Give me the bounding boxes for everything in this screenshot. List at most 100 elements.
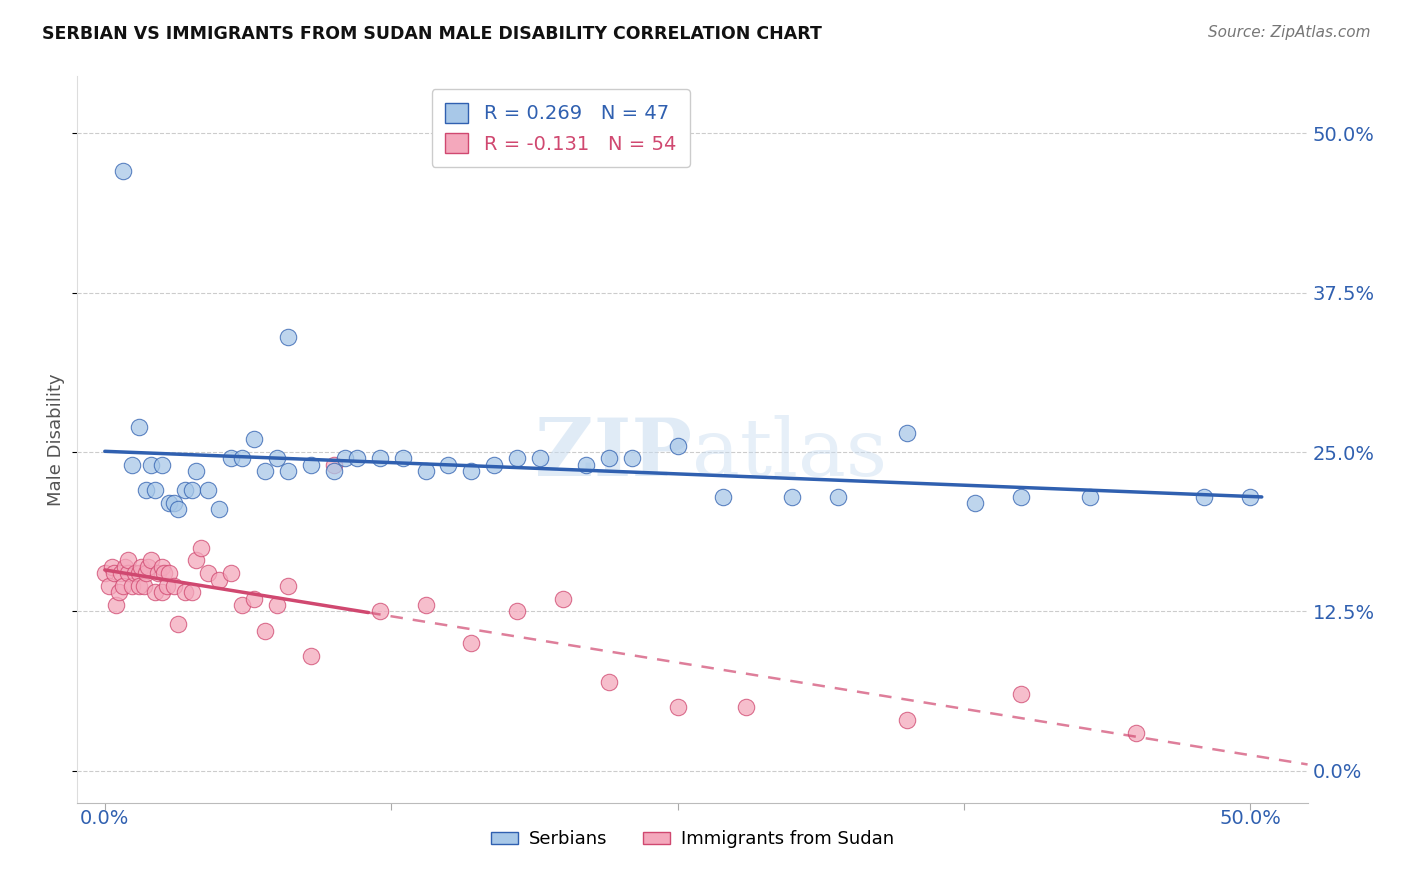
Point	[322, 464, 344, 478]
Point	[219, 566, 242, 581]
Text: 50.0%: 50.0%	[1219, 809, 1281, 829]
Point	[827, 490, 849, 504]
Point	[128, 579, 150, 593]
Point	[506, 605, 529, 619]
Point	[105, 598, 128, 612]
Point	[322, 458, 344, 472]
Point	[94, 566, 117, 581]
Point	[551, 591, 574, 606]
Point	[162, 496, 184, 510]
Point	[103, 566, 125, 581]
Point	[266, 451, 288, 466]
Point	[368, 451, 391, 466]
Point	[157, 566, 180, 581]
Point	[174, 585, 197, 599]
Point	[138, 559, 160, 574]
Point	[598, 451, 620, 466]
Point	[143, 483, 166, 498]
Point	[231, 451, 253, 466]
Point	[186, 464, 208, 478]
Point	[117, 566, 139, 581]
Point	[484, 458, 506, 472]
Point	[150, 458, 173, 472]
Point	[896, 425, 918, 440]
Legend: Serbians, Immigrants from Sudan: Serbians, Immigrants from Sudan	[484, 823, 901, 855]
Point	[139, 458, 162, 472]
Point	[132, 579, 155, 593]
Point	[666, 439, 689, 453]
Text: SERBIAN VS IMMIGRANTS FROM SUDAN MALE DISABILITY CORRELATION CHART: SERBIAN VS IMMIGRANTS FROM SUDAN MALE DI…	[42, 25, 823, 43]
Point	[965, 496, 987, 510]
Point	[460, 636, 482, 650]
Point	[208, 502, 231, 516]
Point	[529, 451, 551, 466]
Point	[112, 579, 135, 593]
Point	[98, 579, 121, 593]
Point	[575, 458, 598, 472]
Point	[190, 541, 212, 555]
Point	[150, 585, 173, 599]
Point	[114, 559, 136, 574]
Point	[299, 649, 322, 664]
Point	[162, 579, 184, 593]
Point	[167, 617, 190, 632]
Point	[135, 483, 157, 498]
Point	[157, 496, 180, 510]
Point	[299, 458, 322, 472]
Point	[117, 553, 139, 567]
Point	[121, 579, 143, 593]
Point	[174, 483, 197, 498]
Text: Source: ZipAtlas.com: Source: ZipAtlas.com	[1208, 25, 1371, 40]
Point	[1194, 490, 1216, 504]
Point	[242, 432, 264, 446]
Point	[415, 464, 437, 478]
Point	[437, 458, 460, 472]
Point	[1239, 490, 1261, 504]
Point	[415, 598, 437, 612]
Point	[666, 700, 689, 714]
Point	[135, 566, 157, 581]
Point	[735, 700, 758, 714]
Point	[1125, 725, 1147, 739]
Point	[219, 451, 242, 466]
Text: 0.0%: 0.0%	[80, 809, 129, 829]
Point	[197, 483, 219, 498]
Point	[620, 451, 643, 466]
Point	[131, 559, 153, 574]
Point	[266, 598, 288, 612]
Point	[335, 451, 357, 466]
Text: ZIP: ZIP	[536, 415, 693, 493]
Point	[242, 591, 264, 606]
Point	[146, 566, 169, 581]
Point	[110, 566, 132, 581]
Text: atlas: atlas	[693, 415, 887, 493]
Point	[711, 490, 734, 504]
Point	[197, 566, 219, 581]
Point	[1078, 490, 1101, 504]
Point	[391, 451, 413, 466]
Point	[277, 330, 299, 344]
Point	[128, 566, 150, 581]
Point	[124, 566, 146, 581]
Point	[598, 674, 620, 689]
Point	[368, 605, 391, 619]
Point	[254, 464, 277, 478]
Point	[139, 553, 162, 567]
Point	[208, 573, 231, 587]
Point	[780, 490, 803, 504]
Point	[254, 624, 277, 638]
Point	[231, 598, 253, 612]
Point	[150, 559, 173, 574]
Point	[1010, 490, 1032, 504]
Point	[121, 458, 143, 472]
Point	[167, 502, 190, 516]
Y-axis label: Male Disability: Male Disability	[48, 373, 66, 506]
Point	[277, 464, 299, 478]
Point	[506, 451, 529, 466]
Point	[153, 566, 176, 581]
Point	[1010, 687, 1032, 701]
Point	[180, 585, 202, 599]
Point	[896, 713, 918, 727]
Point	[460, 464, 482, 478]
Point	[156, 579, 179, 593]
